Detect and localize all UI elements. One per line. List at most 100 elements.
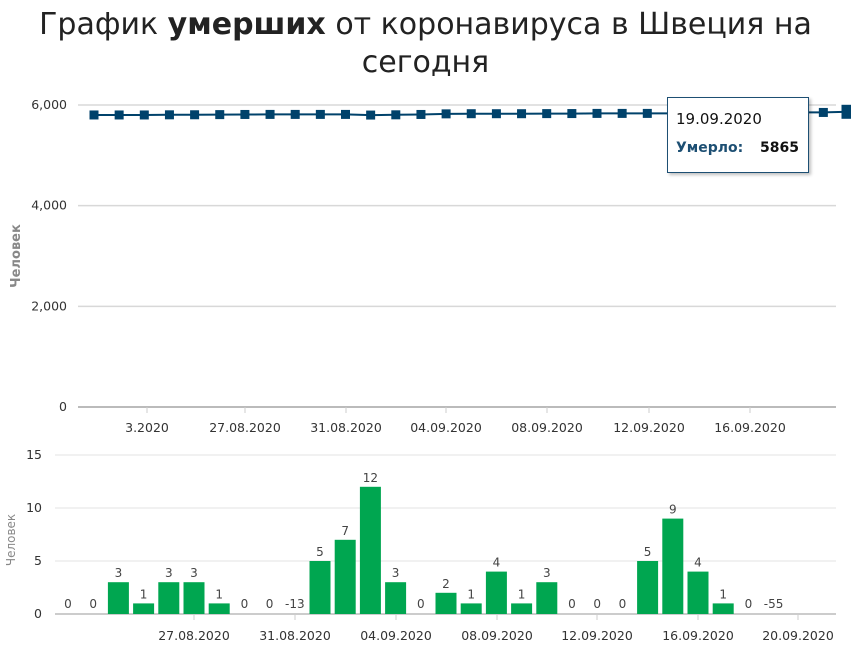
x-tick-label: 16.09.2020 — [714, 420, 786, 435]
data-label: 1 — [467, 587, 475, 601]
data-label: 0 — [568, 597, 576, 611]
x-tick-label: 3.2020 — [125, 420, 169, 435]
data-label: -13 — [285, 597, 305, 611]
data-label: 4 — [493, 556, 501, 570]
data-label: 1 — [719, 587, 727, 601]
data-point — [139, 110, 149, 120]
data-point — [567, 109, 577, 119]
bar — [511, 603, 533, 614]
data-point — [818, 107, 828, 117]
x-tick-label: 08.09.2020 — [511, 420, 583, 435]
y-tick-label: 15 — [26, 447, 42, 462]
data-point — [164, 110, 174, 120]
data-label: 0 — [89, 597, 97, 611]
data-label: 7 — [341, 524, 349, 538]
data-point — [617, 108, 627, 118]
data-label: 3 — [190, 566, 198, 580]
title-bold: умерших — [167, 7, 326, 42]
data-label: 0 — [241, 597, 249, 611]
data-label: 0 — [417, 597, 425, 611]
bar — [687, 571, 709, 614]
data-point — [517, 109, 527, 119]
bar — [385, 582, 407, 614]
chart-title: График умерших от коронавируса в Швеция … — [0, 6, 851, 82]
y-axis-label: Человек — [9, 224, 24, 288]
data-label: 9 — [669, 503, 677, 517]
data-point — [466, 109, 476, 119]
data-label: 0 — [619, 597, 627, 611]
x-tick-label: 20.09.2020 — [762, 628, 834, 643]
data-point — [592, 108, 602, 118]
x-tick-label: 27.08.2020 — [209, 420, 281, 435]
x-tick-label: 31.08.2020 — [259, 628, 331, 643]
data-label: 3 — [392, 566, 400, 580]
data-point — [841, 104, 851, 119]
tooltip-date: 19.09.2020 — [676, 110, 762, 128]
bar — [460, 603, 482, 614]
data-label: 5 — [316, 545, 324, 559]
y-tick-label: 5 — [34, 553, 42, 568]
x-tick-label: 16.09.2020 — [662, 628, 734, 643]
data-point — [416, 109, 426, 119]
data-label: 4 — [694, 556, 702, 570]
x-tick-label: 04.09.2020 — [360, 628, 432, 643]
data-point — [265, 109, 275, 119]
x-tick-label: 31.08.2020 — [310, 420, 382, 435]
title-part-2: от коронавируса в Швеция на — [325, 7, 812, 42]
data-label: 0 — [64, 597, 72, 611]
y-axis-label: Человек — [4, 514, 18, 566]
data-point — [240, 109, 250, 119]
x-tick-label: 12.09.2020 — [613, 420, 685, 435]
bar — [536, 582, 558, 614]
data-label: 1 — [518, 587, 526, 601]
data-point — [89, 110, 99, 120]
y-tick-label: 4,000 — [31, 198, 67, 213]
data-label: -55 — [764, 597, 784, 611]
bar — [712, 603, 734, 614]
bar — [309, 561, 331, 614]
data-label: 3 — [115, 566, 123, 580]
y-tick-label: 0 — [34, 606, 42, 621]
y-tick-label: 0 — [59, 399, 67, 414]
bar — [133, 603, 155, 614]
data-label: 0 — [266, 597, 274, 611]
y-tick-label: 2,000 — [31, 298, 67, 313]
data-point — [542, 109, 552, 119]
title-part-1: График — [39, 7, 168, 42]
data-label: 0 — [593, 597, 601, 611]
bar — [158, 582, 180, 614]
data-point — [491, 109, 501, 119]
data-label: 12 — [363, 471, 378, 485]
data-point — [642, 108, 652, 118]
data-point — [366, 110, 376, 120]
bar — [208, 603, 230, 614]
data-label: 0 — [745, 597, 753, 611]
x-tick-label: 12.09.2020 — [561, 628, 633, 643]
data-label: 1 — [215, 587, 223, 601]
y-tick-label: 10 — [26, 500, 42, 515]
data-label: 2 — [442, 577, 450, 591]
bar — [435, 592, 457, 614]
data-label: 5 — [644, 545, 652, 559]
bar — [662, 518, 684, 614]
bar — [485, 571, 507, 614]
bar — [107, 582, 129, 614]
bar — [183, 582, 205, 614]
data-point — [290, 109, 300, 119]
data-point — [391, 110, 401, 120]
data-point — [215, 110, 225, 120]
data-point — [114, 110, 124, 120]
tooltip-label: Умерло: — [676, 140, 744, 156]
data-point — [315, 109, 325, 119]
data-point — [341, 109, 350, 119]
tooltip-value: 5865 — [760, 140, 799, 156]
bar — [359, 486, 381, 614]
data-point — [190, 110, 200, 120]
bar — [637, 561, 659, 614]
data-label: 3 — [165, 566, 173, 580]
bar — [334, 539, 356, 614]
data-point — [441, 109, 451, 119]
y-tick-label: 6,000 — [31, 97, 67, 112]
